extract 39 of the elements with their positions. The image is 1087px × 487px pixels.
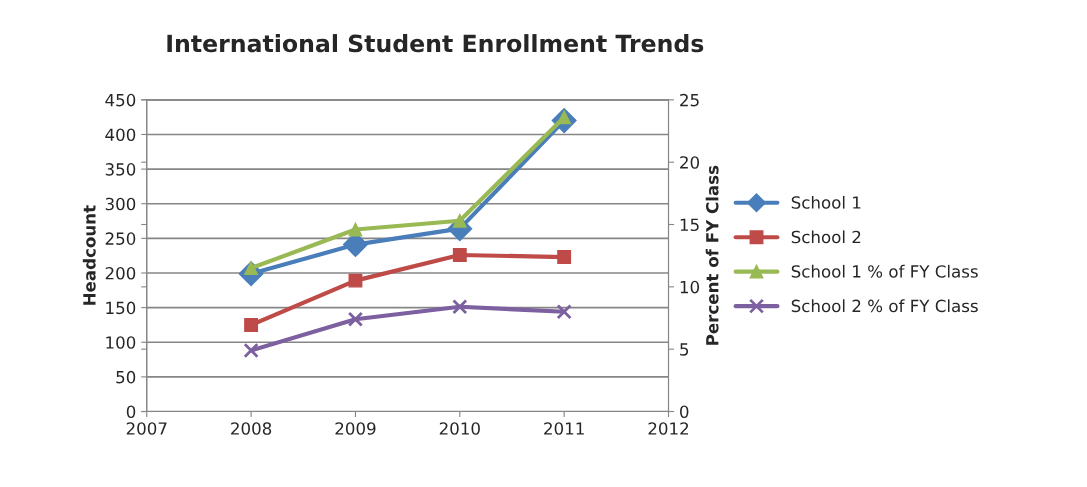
y-tick-label: 350: [105, 163, 136, 176]
chart-title: International Student Enrollment Trends: [167, 34, 704, 53]
y2-tick-label: 20: [680, 156, 700, 169]
legend-label: School 2: [791, 230, 861, 244]
point: [348, 222, 363, 237]
y-tick-label: 0: [126, 405, 136, 419]
point: [244, 317, 259, 332]
y-axis-title: Headcount: [82, 205, 96, 305]
x-tick-label: 2008: [231, 422, 272, 435]
y-tick-label: 150: [106, 301, 136, 315]
legend-label: School 1 % of FY Class: [791, 264, 978, 278]
y-tick-label: 200: [105, 266, 136, 280]
x-tick-label: 2012: [648, 422, 689, 435]
point: [347, 311, 364, 327]
x-tick-label: 2010: [439, 422, 480, 435]
point: [557, 250, 572, 265]
y2-axis-title: Percent of FY Class: [705, 165, 719, 345]
y-tick-label: 400: [105, 128, 136, 142]
point: [556, 304, 572, 320]
y2-tick-label: 5: [680, 343, 689, 356]
point: [452, 213, 467, 228]
y-tick-label: 250: [105, 232, 136, 245]
legend-label: School 1: [791, 195, 861, 209]
y2-tick-label: 25: [680, 93, 699, 107]
y2-tick-label: 15: [680, 218, 699, 232]
point: [452, 299, 468, 315]
y2-tick-label: 0: [680, 405, 689, 419]
y-tick-label: 50: [116, 370, 136, 384]
point: [348, 273, 363, 288]
x-tick-label: 2009: [335, 422, 376, 435]
y2-tick-label: 10: [680, 280, 700, 294]
x-tick-label: 2007: [126, 422, 167, 435]
x-tick-label: 2011: [544, 422, 584, 435]
y-tick-label: 100: [106, 336, 136, 349]
y-tick-label: 300: [105, 197, 136, 211]
y-tick-label: 450: [105, 93, 136, 107]
legend-label: School 2 % of FY Class: [791, 299, 978, 313]
point: [243, 342, 259, 359]
point: [452, 248, 467, 262]
